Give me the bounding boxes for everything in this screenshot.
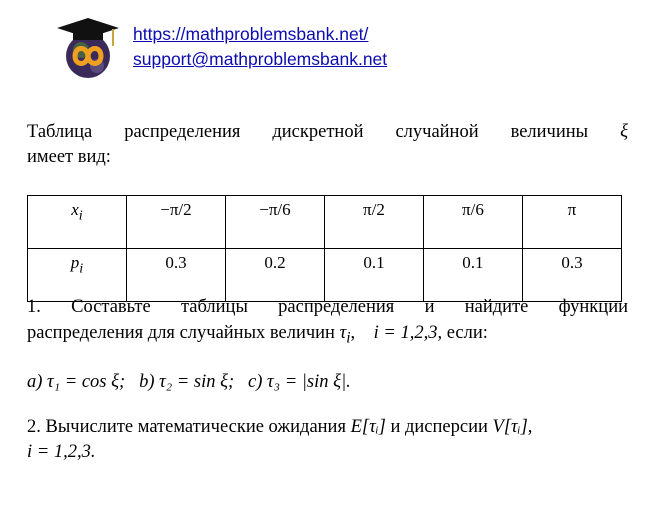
table-cell: 0.1	[422, 248, 523, 302]
table-cell: 0.3	[521, 248, 623, 302]
task2-line2: i = 1,2,3.	[27, 442, 96, 462]
intro-line2: имеет вид:	[27, 147, 111, 167]
task1-line2: распределения для случайных величин τi, …	[27, 323, 488, 347]
logo	[55, 16, 121, 82]
table-cell: 0.3	[125, 248, 226, 302]
table-cell: π/6	[422, 195, 523, 249]
intro-text: Таблица распределения дискретной случайн…	[27, 122, 589, 142]
task1-cases: a) τ₁ = cos ξ; b) τ₂ = sin ξ; c) τ₃ = |s…	[27, 372, 351, 392]
header-cell: pi	[27, 248, 127, 302]
table-row-x: xi −π/2 −π/6 π/2 π/6 π	[27, 195, 623, 249]
task2-line1: 2. Вычислите математические ожидания E[τ…	[27, 417, 533, 437]
email-link[interactable]: support@mathproblemsbank.net	[133, 49, 388, 69]
table-cell: 0.1	[323, 248, 424, 302]
table-row-p: pi 0.3 0.2 0.1 0.1 0.3	[27, 248, 623, 302]
table-cell: 0.2	[224, 248, 325, 302]
site-link[interactable]: https://mathproblemsbank.net/	[133, 24, 369, 44]
table-cell: π	[521, 195, 623, 249]
distribution-table: xi −π/2 −π/6 π/2 π/6 π pi 0.3 0.2 0.1 0.…	[27, 195, 623, 302]
table-cell: −π/2	[125, 195, 226, 249]
table-cell: π/2	[323, 195, 424, 249]
header-cell: xi	[27, 195, 127, 249]
table-cell: −π/6	[224, 195, 325, 249]
intro-line1: Таблица распределения дискретной случайн…	[27, 120, 628, 145]
xi-symbol: ξ	[620, 122, 629, 142]
task1-line1: 1. Составьте таблицы распределения и най…	[27, 297, 628, 317]
contact-links: https://mathproblemsbank.net/ support@ma…	[133, 22, 387, 72]
